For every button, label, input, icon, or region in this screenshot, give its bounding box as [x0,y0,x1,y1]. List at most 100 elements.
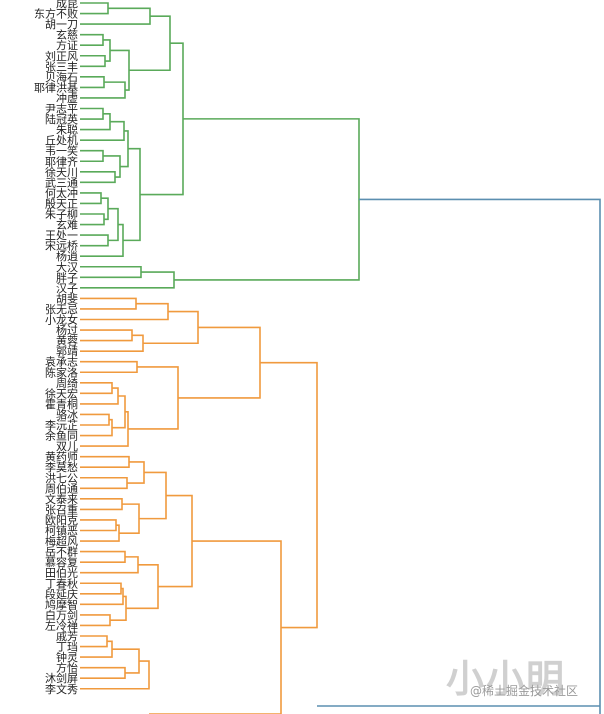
leaf-label: 段延庆 [45,587,78,601]
leaf-label: 张召重 [45,502,78,516]
leaf-label: 袁承志 [45,356,78,369]
leaf-label: 柯镇恶 [45,524,78,538]
leaf-label: 欧阳克 [45,514,78,527]
watermark-author: 小小明 [446,656,567,701]
dendrogram-link [80,582,122,595]
dendrogram-link [103,155,121,178]
watermark-site: @稀土掘金技术社区 [470,684,579,698]
leaf-label: 黄药师 [45,450,78,464]
dendrogram-link [80,411,129,447]
dendrogram-link [80,192,102,205]
dendrogram-link [80,234,109,247]
dendrogram-link [80,418,113,437]
dendrogram-link [80,54,106,68]
leaf-label: 汉子 [56,282,78,295]
leaf-label: 方怡 [56,661,78,675]
leaf-label: 贝海石 [45,70,78,84]
leaf-label: 丘处机 [45,133,78,147]
leaf-label: 小龙女 [45,313,78,327]
dendrogram-link [80,171,116,184]
leaf-label: 沐剑屏 [45,671,78,685]
leaf-label: 杨过 [56,323,78,337]
dendrogram-link [80,587,124,606]
leaf-label: 李沅芷 [45,418,78,432]
leaf-label: 徐天川 [45,165,78,179]
leaf-label: 李文秀 [45,682,78,696]
dendrogram-link [80,614,111,627]
dendrogram-link [80,556,139,574]
dendrogram-link [128,366,179,430]
leaf-label: 张无忌 [45,303,78,316]
leaf-label: 钟灵 [56,650,78,664]
dendrogram-link [149,540,282,714]
leaf-label: 郭靖 [56,345,78,358]
dendrogram-link [80,297,137,310]
dendrogram-link [80,213,105,226]
leaf-label: 殷天正 [45,197,78,210]
dendrogram-link [143,310,199,345]
dendrogram-link [80,524,120,542]
leaf-label: 胡斐 [56,291,78,305]
dendrogram-link [80,455,130,469]
leaf-label: 耶律洪基 [34,80,78,94]
dendrogram-link [80,519,117,532]
leaf-label: 丁珰 [56,641,78,654]
leaf-label: 朱聪 [56,123,78,137]
leaf-label: 慕容复 [45,555,78,569]
leaf-label: 左冷禅 [45,618,78,632]
leaf-label: 张三丰 [45,60,78,73]
dendrogram-link [80,498,123,511]
dendrogram-link [80,635,108,648]
dendrogram-link [80,360,138,374]
leaf-label: 大汉 [56,260,78,274]
leaf-label: 鸠摩智 [45,597,78,611]
leaf-label: 胖子 [56,271,78,284]
leaf-label: 周绮 [56,376,78,390]
leaf-label: 冲虚 [56,91,78,105]
dendrogram-link [260,361,318,629]
leaf-label: 周伯通 [45,481,78,495]
dendrogram-link [80,413,110,426]
dendrogram-link [80,120,125,141]
dendrogram-link [80,381,113,395]
dendrogram-link [174,118,360,281]
dendrogram-root-link [359,198,601,714]
leaf-label: 朱子柳 [45,207,78,221]
dendrogram-link [123,147,141,242]
dendrogram-link [80,476,128,490]
leaf-label: 耶律齐 [45,154,78,168]
leaf-label: 武三通 [45,176,78,189]
leaf-label: 陈家洛 [45,365,78,379]
leaf-label: 胡一刀 [45,17,78,31]
leaf-label: 成昆 [56,0,78,10]
dendrogram-link [80,7,151,25]
dendrogram-link [80,2,109,15]
leaf-label: 骆冰 [56,407,78,421]
leaf-label: 文泰来 [45,492,78,506]
dendrogram-link [80,265,142,279]
leaf-label: 田伯光 [45,566,78,580]
leaf-label: 尹志平 [45,103,78,116]
dendrogram-link [80,660,150,690]
dendrogram-link [80,271,175,289]
leaf-label: 戚芳 [56,629,78,643]
dendrogram-link [80,76,105,89]
dendrogram-link [80,33,104,47]
leaf-label: 徐天宏 [45,386,78,400]
leaf-label: 玄难 [56,218,78,232]
leaf-label: 杨逍 [56,249,78,263]
leaf-label: 玄慈 [56,28,78,42]
dendrogram-link [103,39,111,62]
dendrogram-link [140,42,184,196]
dendrogram-link [110,49,130,91]
leaf-label: 陆冠英 [45,112,78,126]
leaf-label: 丁春秋 [45,576,78,590]
leaf-label: 韦一笑 [45,144,78,158]
leaf-label: 何太冲 [45,186,78,200]
dendrogram-link [80,334,144,352]
dendrogram-link [80,81,126,99]
leaf-label: 岳不群 [45,545,78,559]
leaf-label: 白万剑 [45,608,78,622]
leaf-label: 李莫愁 [45,460,78,474]
